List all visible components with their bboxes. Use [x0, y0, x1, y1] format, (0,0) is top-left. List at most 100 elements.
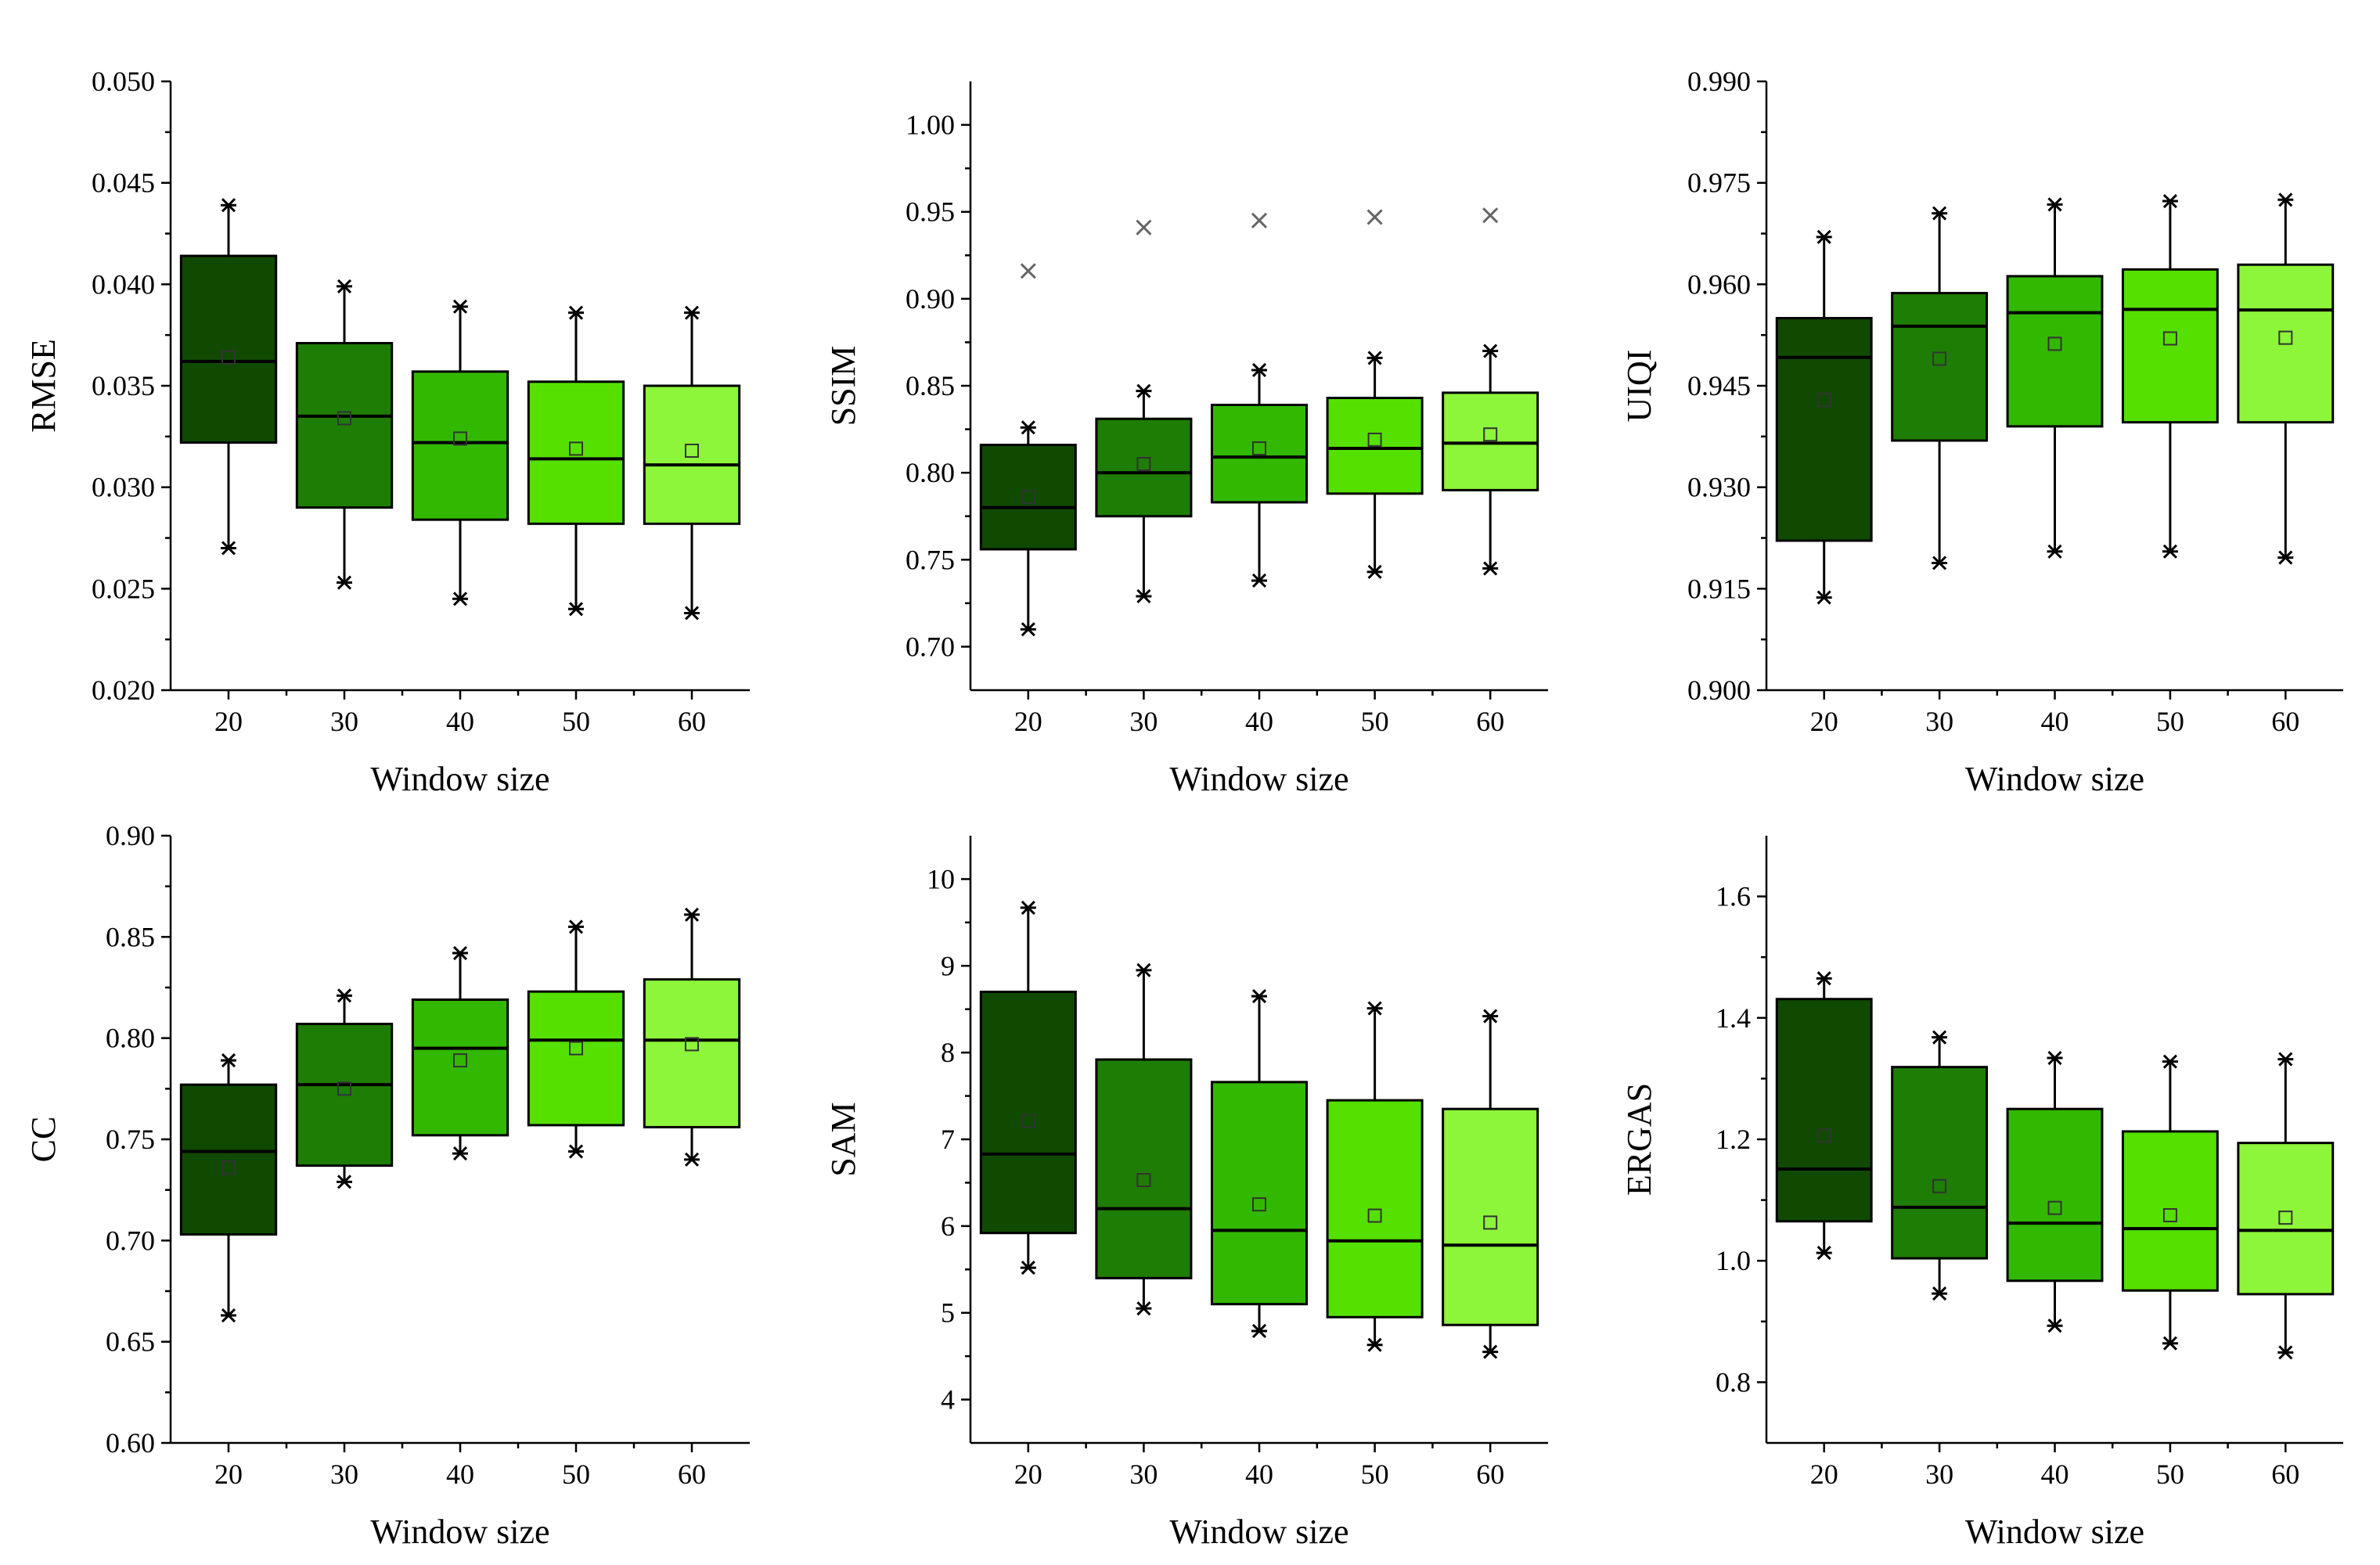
- ssim-mean-marker: [1021, 490, 1035, 505]
- sam-y-tick-label: 6: [941, 1211, 955, 1242]
- sam-panel: 4 5 6 7 8 9 10 20 30 40 50 60 Window size SAM: [824, 836, 1548, 1551]
- ssim-y-tick-label: 0.75: [906, 544, 955, 575]
- cc-mean-marker: [453, 1053, 467, 1068]
- sam-mean-marker: [1021, 1113, 1035, 1128]
- rmse-x-axis-title: Window size: [370, 760, 549, 798]
- ergas-y-axis-title: ERGAS: [1620, 1083, 1658, 1196]
- rmse-y-tick-label: 0.040: [92, 268, 155, 300]
- ergas-mean-marker: [1932, 1178, 1947, 1193]
- ssim-mean-marker: [1367, 432, 1382, 447]
- ergas-x-tick-label: 30: [1925, 1459, 1953, 1490]
- sam-y-tick-label: 5: [941, 1297, 955, 1329]
- ssim-y-tick-label: 1.00: [906, 110, 955, 141]
- uiqi-box-30: [1891, 292, 1989, 442]
- uiqi-y-tick-label: 0.945: [1687, 370, 1751, 401]
- cc-panel: 0.60 0.65 0.70 0.75 0.80 0.85 0.90 20 30 40 50 60 Wi…: [24, 820, 750, 1551]
- cc-mean-marker: [685, 1037, 699, 1052]
- rmse-mean-marker: [569, 441, 583, 456]
- rmse-mean-marker: [221, 350, 236, 365]
- ssim-box-20: [979, 444, 1077, 551]
- ssim-outlier-marker: [1136, 219, 1152, 236]
- ergas-mean-marker: [2162, 1208, 2177, 1222]
- cc-mean-marker: [221, 1160, 236, 1175]
- uiqi-y-tick-label: 0.960: [1687, 268, 1751, 300]
- rmse-mean-marker: [337, 411, 351, 426]
- uiqi-x-tick-label: 40: [2041, 706, 2069, 737]
- cc-y-tick-label: 0.60: [106, 1427, 155, 1459]
- sam-mean-marker: [1136, 1173, 1151, 1188]
- cc-box-60: [643, 978, 741, 1128]
- sam-box-20: [979, 991, 1077, 1235]
- uiqi-panel: 0.900 0.915 0.930 0.945 0.960 0.975 0.990 20 30 4…: [1620, 66, 2343, 798]
- ergas-mean-marker: [2278, 1211, 2293, 1225]
- ergas-box-60: [2237, 1142, 2335, 1296]
- ssim-y-axis-title: SSIM: [824, 346, 862, 426]
- rmse-x-tick-label: 20: [214, 706, 243, 737]
- ssim-x-tick-label: 30: [1129, 706, 1158, 737]
- rmse-y-tick-label: 0.045: [92, 167, 155, 199]
- ssim-x-tick-label: 20: [1014, 706, 1042, 737]
- rmse-box-20: [179, 254, 278, 444]
- ssim-box-30: [1095, 417, 1193, 518]
- sam-y-tick-label: 9: [941, 950, 955, 981]
- rmse-panel: 0.020 0.025 0.030 0.035 0.040 0.045 0.050 20 30 4…: [24, 66, 750, 798]
- ergas-y-tick-label: 1.4: [1716, 1002, 1751, 1034]
- sam-y-tick-label: 10: [927, 863, 955, 894]
- ssim-y-tick-label: 0.70: [906, 631, 955, 662]
- ssim-y-tick-label: 0.95: [906, 196, 955, 228]
- uiqi-y-tick-label: 0.930: [1687, 472, 1751, 503]
- ergas-y-tick-label: 1.6: [1716, 881, 1751, 912]
- cc-y-tick-label: 0.65: [106, 1326, 155, 1358]
- ergas-x-tick-label: 20: [1810, 1459, 1838, 1490]
- uiqi-x-tick-label: 60: [2271, 706, 2299, 737]
- cc-x-tick-label: 60: [678, 1459, 706, 1490]
- cc-box-50: [527, 990, 625, 1127]
- rmse-x-tick-label: 50: [562, 706, 590, 737]
- rmse-box-60: [643, 384, 741, 525]
- ssim-x-tick-label: 40: [1245, 706, 1273, 737]
- ssim-x-tick-label: 60: [1476, 706, 1504, 737]
- uiqi-box-40: [2006, 275, 2104, 428]
- sam-y-tick-label: 4: [941, 1384, 955, 1416]
- rmse-mean-marker: [685, 443, 699, 458]
- ergas-y-tick-label: 1.2: [1716, 1124, 1751, 1155]
- sam-y-tick-label: 8: [941, 1037, 955, 1068]
- uiqi-mean-marker: [2162, 331, 2177, 346]
- uiqi-x-tick-label: 50: [2156, 706, 2184, 737]
- uiqi-y-tick-label: 0.900: [1687, 675, 1751, 706]
- ergas-panel: 0.8 1.0 1.2 1.4 1.6 20 30 40 50 60 Window size ERGA…: [1620, 836, 2343, 1551]
- uiqi-y-tick-label: 0.915: [1687, 573, 1751, 604]
- sam-x-tick-label: 30: [1129, 1459, 1158, 1490]
- cc-y-tick-label: 0.70: [106, 1225, 155, 1256]
- rmse-y-tick-label: 0.030: [92, 472, 155, 503]
- uiqi-x-tick-label: 30: [1925, 706, 1953, 737]
- sam-y-tick-label: 7: [941, 1124, 955, 1155]
- sam-x-axis-title: Window size: [1169, 1513, 1348, 1551]
- sam-box-30: [1095, 1058, 1193, 1279]
- ergas-x-tick-label: 40: [2041, 1459, 2069, 1490]
- cc-y-axis-title: CC: [24, 1117, 63, 1163]
- rmse-y-tick-label: 0.020: [92, 675, 155, 706]
- uiqi-box-50: [2121, 268, 2219, 424]
- ergas-box-20: [1775, 998, 1873, 1223]
- ergas-x-tick-label: 50: [2156, 1459, 2184, 1490]
- uiqi-mean-marker: [1817, 393, 1831, 408]
- rmse-box-50: [527, 380, 625, 525]
- sam-box-40: [1210, 1081, 1309, 1306]
- sam-x-tick-label: 50: [1361, 1459, 1389, 1490]
- cc-x-axis-title: Window size: [370, 1513, 549, 1551]
- cc-x-tick-label: 20: [214, 1459, 243, 1490]
- uiqi-y-tick-label: 0.975: [1687, 167, 1751, 199]
- ergas-box-50: [2121, 1130, 2219, 1292]
- cc-y-tick-label: 0.80: [106, 1023, 155, 1054]
- cc-box-20: [179, 1083, 278, 1236]
- sam-y-axis-title: SAM: [824, 1102, 862, 1176]
- rmse-box-40: [411, 370, 509, 521]
- ergas-mean-marker: [2047, 1200, 2062, 1215]
- ssim-outlier-marker: [1366, 209, 1383, 225]
- ssim-y-tick-label: 0.90: [906, 283, 955, 315]
- ssim-mean-marker: [1136, 457, 1151, 472]
- ergas-box-30: [1891, 1066, 1989, 1260]
- ergas-box-40: [2006, 1107, 2104, 1283]
